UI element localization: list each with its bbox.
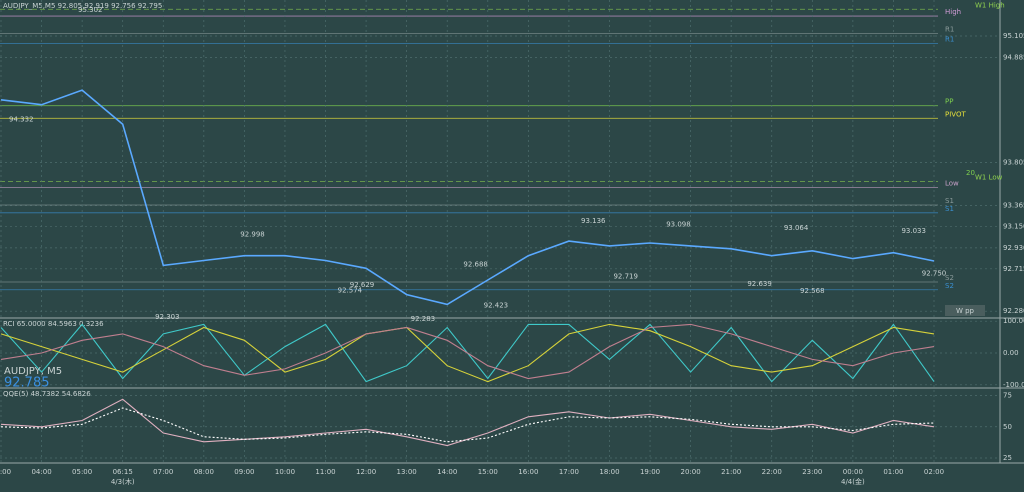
level-label: W1 High (975, 1, 1005, 9)
level-label: PP (945, 98, 953, 106)
y-tick-label: 0.00 (1003, 349, 1019, 357)
level-label: High (945, 8, 961, 16)
x-tick-label: 12:00 (356, 468, 376, 476)
x-tick-label: 06:15 (113, 468, 133, 476)
y-tick-label: 25 (1003, 454, 1012, 462)
x-tick-label: 08:00 (194, 468, 214, 476)
level-label: S1 (945, 197, 954, 205)
y-tick-label: 93.805 (1003, 159, 1024, 167)
level-label: W1 Low (975, 174, 1003, 182)
series-line (0, 89, 935, 306)
y-tick-label: 94.885 (1003, 53, 1024, 61)
y-tick-label: -100.0000 (1003, 381, 1024, 389)
price-label: 93.064 (784, 224, 809, 232)
price-label: 92.639 (747, 280, 772, 288)
x-tick-label: 18:00 (599, 468, 619, 476)
x-tick-label: 14:00 (437, 468, 457, 476)
price-label: 92.568 (800, 287, 825, 295)
x-tick-label: 13:00 (397, 468, 417, 476)
series-line (0, 398, 935, 447)
x-tick-label: 10:00 (275, 468, 295, 476)
x-tick-label: 15:00 (478, 468, 498, 476)
price-label: 92.719 (613, 272, 638, 280)
x-tick-label: 00:00 (843, 468, 863, 476)
note: W pp (956, 307, 975, 315)
series-line (0, 323, 935, 383)
note: 20 (966, 169, 975, 177)
panel-title: AUDJPY_M5,M5 92.805 92.919 92.756 92.795 (3, 2, 162, 10)
date-label: 4/3(木) (111, 477, 135, 486)
y-tick-label: 92.280 (1003, 307, 1024, 315)
y-tick-label: 93.365 (1003, 202, 1024, 210)
panel-title: QQE(5) 48.7382 54.6826 (3, 390, 91, 398)
price-label: 92.303 (155, 313, 180, 321)
price-label: 93.033 (901, 227, 926, 235)
level-label: S2 (945, 282, 954, 290)
series-line (0, 323, 935, 380)
price-label: 92.423 (484, 301, 509, 309)
level-label: PIVOT (945, 110, 966, 118)
x-tick-label: 17:00 (559, 468, 579, 476)
x-tick-label: 01:00 (883, 468, 903, 476)
price-label: 93.098 (666, 221, 691, 229)
x-tick-label: 03:00 (0, 468, 11, 476)
x-tick-label: 19:00 (640, 468, 660, 476)
y-tick-label: 92.930 (1003, 244, 1024, 252)
x-tick-label: 04:00 (31, 468, 51, 476)
symbol-label: AUDJPY, M5 (4, 366, 62, 377)
y-tick-label: 100.0000 (1003, 317, 1024, 325)
price-label: 92.998 (240, 230, 265, 238)
x-tick-label: 22:00 (762, 468, 782, 476)
price-label: 92.688 (463, 260, 488, 268)
price-label: 93.136 (581, 217, 606, 225)
level-label: R1 (945, 35, 954, 43)
series-line (0, 407, 935, 443)
price-label: 92.750 (922, 269, 947, 277)
price-label: 92.574 (338, 287, 363, 295)
y-tick-label: 50 (1003, 423, 1012, 431)
price-label: 92.629 (350, 281, 375, 289)
note-box (945, 305, 985, 316)
price-label: 92.283 (411, 315, 436, 323)
y-tick-label: 92.715 (1003, 265, 1024, 273)
x-tick-label: 11:00 (315, 468, 335, 476)
x-tick-label: 02:00 (924, 468, 944, 476)
level-label: Low (945, 179, 959, 187)
panel-title: RCI 65.0000 84.5963 0.3236 (3, 320, 104, 328)
level-label: S2 (945, 274, 954, 282)
x-tick-label: 09:00 (234, 468, 254, 476)
y-tick-label: 93.150 (1003, 222, 1024, 230)
x-tick-label: 20:00 (681, 468, 701, 476)
y-tick-label: 95.105 (1003, 32, 1024, 40)
x-tick-label: 05:00 (72, 468, 92, 476)
x-tick-label: 07:00 (153, 468, 173, 476)
y-tick-label: 75 (1003, 392, 1012, 400)
level-label: S1 (945, 205, 954, 213)
date-label: 4/4(金) (841, 477, 865, 486)
price-label: 95.302 (78, 6, 103, 14)
x-tick-label: 23:00 (802, 468, 822, 476)
price-label: 94.332 (9, 115, 34, 123)
price-overlay: 92.785 (4, 376, 50, 391)
level-label: R1 (945, 26, 954, 34)
x-tick-label: 16:00 (518, 468, 538, 476)
x-tick-label: 21:00 (721, 468, 741, 476)
